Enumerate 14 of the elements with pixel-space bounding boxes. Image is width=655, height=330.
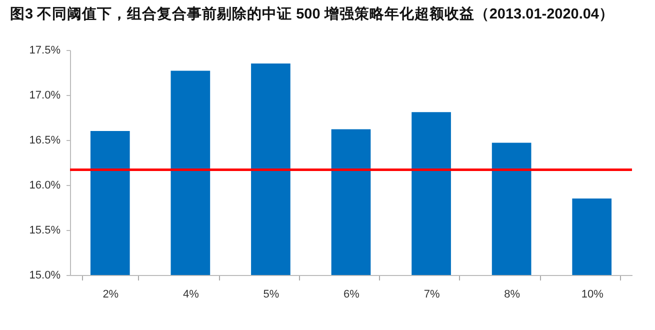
y-tick-label: 16.0% bbox=[29, 180, 61, 192]
x-tick-label: 4% bbox=[182, 288, 200, 300]
x-tick-label: 10% bbox=[581, 288, 604, 300]
y-tick-label: 15.5% bbox=[29, 224, 61, 236]
y-tick-label: 17.0% bbox=[29, 90, 61, 102]
x-tick-label: 8% bbox=[504, 288, 520, 300]
x-tick-label: 5% bbox=[263, 288, 280, 300]
x-tick-label: 7% bbox=[424, 288, 440, 300]
y-tick-label: 17.5% bbox=[29, 44, 61, 56]
y-tick-label: 15.0% bbox=[29, 270, 61, 282]
x-tick-label: 6% bbox=[344, 288, 360, 300]
y-tick-label: 16.5% bbox=[29, 134, 61, 146]
chart-title: 图3 不同阈值下，组合复合事前剔除的中证 500 增强策略年化超额收益（2013.01-2020.04） bbox=[10, 4, 614, 22]
x-tick-label: 2% bbox=[102, 288, 119, 300]
